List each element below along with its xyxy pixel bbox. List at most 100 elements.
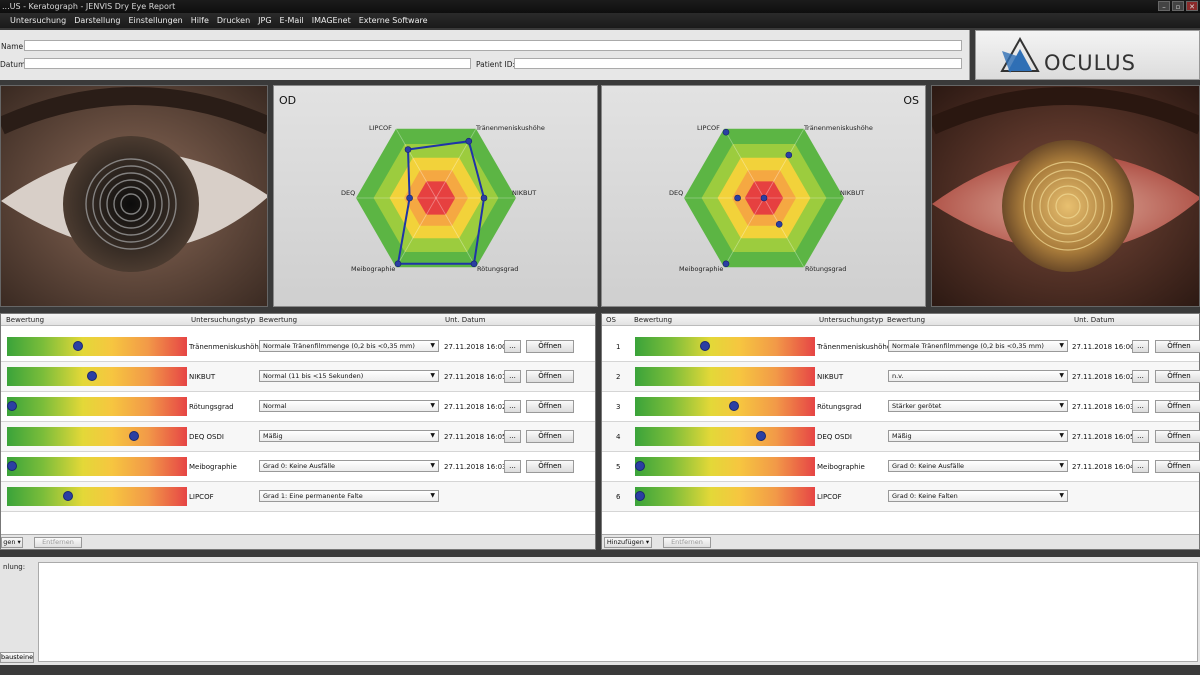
od-remove-button[interactable]: Entfernen: [34, 537, 82, 548]
od-table-footer: gen ▾ Entfernen: [1, 534, 595, 549]
od-add-button[interactable]: gen ▾: [1, 537, 23, 548]
chevron-down-icon: ▼: [1059, 402, 1064, 409]
menu-hilfe[interactable]: Hilfe: [190, 16, 209, 25]
od-rating-value: Normale Tränenfilmmenge (0,2 bis <0,35 m…: [263, 342, 415, 350]
os-rating-select[interactable]: Mäßig ▼: [888, 430, 1068, 442]
menu-email[interactable]: E-Mail: [279, 16, 304, 25]
od-eye-image: [0, 85, 268, 307]
od-open-button[interactable]: Öffnen: [526, 340, 574, 353]
menu-imagenet[interactable]: IMAGEnet: [311, 16, 351, 25]
os-rating-select[interactable]: Grad 0: Keine Ausfälle ▼: [888, 460, 1068, 472]
os-open-button[interactable]: Öffnen: [1155, 340, 1200, 353]
os-rating-select[interactable]: Stärker gerötet ▼: [888, 400, 1068, 412]
od-exam-date: 27.11.2018 16:02: [444, 403, 507, 411]
od-rating-value: Normal: [263, 402, 287, 410]
logo-panel: OCULUS: [975, 30, 1200, 80]
od-more-button[interactable]: ...: [504, 400, 521, 413]
od-score-gauge: [7, 367, 187, 386]
od-rating-select[interactable]: Grad 1: Eine permanente Falte ▼: [259, 490, 439, 502]
od-rating-select[interactable]: Normal ▼: [259, 400, 439, 412]
os-radar-spoke-1: [763, 128, 805, 199]
od-open-button[interactable]: Öffnen: [526, 400, 574, 413]
chevron-down-icon: ▼: [430, 462, 435, 469]
od-more-button[interactable]: ...: [504, 340, 521, 353]
os-rating-select[interactable]: Grad 0: Keine Falten ▼: [888, 490, 1068, 502]
od-rating-select[interactable]: Normale Tränenfilmmenge (0,2 bis <0,35 m…: [259, 340, 439, 352]
od-score-gauge: [7, 337, 187, 356]
os-more-button[interactable]: ...: [1132, 340, 1149, 353]
chevron-down-icon: ▼: [1059, 372, 1064, 379]
os-open-button[interactable]: Öffnen: [1155, 430, 1200, 443]
notes-textarea[interactable]: [38, 562, 1198, 662]
od-radar-title: OD: [279, 94, 297, 107]
os-radar-point-2: [760, 194, 768, 202]
os-more-button[interactable]: ...: [1132, 370, 1149, 383]
os-score-marker: [756, 431, 766, 441]
os-rating-value: Stärker gerötet: [892, 402, 942, 410]
menu-untersuchung[interactable]: Untersuchung: [10, 16, 67, 25]
chevron-down-icon: ▼: [430, 492, 435, 499]
menu-jpg[interactable]: JPG: [258, 16, 272, 25]
os-axis-nikbut: NIKBUT: [840, 189, 865, 197]
od-more-button[interactable]: ...: [504, 370, 521, 383]
os-rating-value: Normale Tränenfilmmenge (0,2 bis <0,35 m…: [892, 342, 1044, 350]
od-rating-value: Grad 1: Eine permanente Falte: [263, 492, 363, 500]
os-rating-select[interactable]: n.v. ▼: [888, 370, 1068, 382]
od-open-button[interactable]: Öffnen: [526, 460, 574, 473]
os-radar-point-3: [775, 221, 783, 228]
os-header-rating: Bewertung: [887, 316, 926, 324]
os-score-marker: [729, 401, 739, 411]
od-exam-type: NIKBUT: [189, 373, 216, 381]
od-radar-band-4: [416, 181, 456, 215]
menu-darstellung[interactable]: Darstellung: [74, 16, 121, 25]
os-exam-date: 27.11.2018 16:05: [1072, 433, 1135, 441]
os-score-marker: [700, 341, 710, 351]
text-modules-button[interactable]: bausteine: [0, 652, 34, 663]
os-row-number: 3: [616, 403, 621, 411]
os-more-button[interactable]: ...: [1132, 400, 1149, 413]
od-open-button[interactable]: Öffnen: [526, 430, 574, 443]
od-score-marker: [7, 401, 17, 411]
os-open-button[interactable]: Öffnen: [1155, 400, 1200, 413]
maximize-button[interactable]: ▫: [1172, 1, 1184, 11]
os-score-gauge: [635, 487, 815, 506]
os-open-button[interactable]: Öffnen: [1155, 460, 1200, 473]
menu-einstellungen[interactable]: Einstellungen: [128, 16, 183, 25]
os-open-button[interactable]: Öffnen: [1155, 370, 1200, 383]
od-header-date: Unt. Datum: [445, 316, 486, 324]
os-add-label: Hinzufügen: [606, 538, 644, 546]
name-field[interactable]: [24, 40, 962, 51]
od-table-row-1: NIKBUT Normal (11 bis <15 Sekunden) ▼ 27.11…: [1, 362, 595, 392]
od-more-button[interactable]: ...: [504, 430, 521, 443]
od-exam-type: Tränenmeniskushöhe: [189, 343, 264, 351]
oculus-logo-icon: [1000, 37, 1040, 73]
od-score-gauge: [7, 457, 187, 476]
menu-drucken[interactable]: Drucken: [216, 16, 251, 25]
os-score-gauge: [635, 337, 815, 356]
os-more-button[interactable]: ...: [1132, 460, 1149, 473]
menu-externe-software[interactable]: Externe Software: [358, 16, 428, 25]
os-table-row-0: 1 Tränenmeniskushöhe Normale Tränenfilmmen…: [602, 332, 1200, 362]
chevron-down-icon: ▼: [1059, 492, 1064, 499]
od-axis-deq: DEQ: [341, 189, 356, 197]
od-rating-select[interactable]: Grad 0: Keine Ausfälle ▼: [259, 460, 439, 472]
close-button[interactable]: ✕: [1186, 1, 1198, 11]
od-open-button[interactable]: Öffnen: [526, 370, 574, 383]
od-radar-point-5: [406, 194, 413, 202]
os-score-marker: [635, 491, 645, 501]
os-remove-button[interactable]: Entfernen: [663, 537, 711, 548]
os-more-button[interactable]: ...: [1132, 430, 1149, 443]
od-rating-select[interactable]: Normal (11 bis <15 Sekunden) ▼: [259, 370, 439, 382]
od-table-row-2: Rötungsgrad Normal ▼ 27.11.2018 16:02... Öff…: [1, 392, 595, 422]
od-score-marker: [7, 461, 17, 471]
os-add-button[interactable]: Hinzufügen ▾: [604, 537, 652, 548]
od-more-button[interactable]: ...: [504, 460, 521, 473]
patient-id-field[interactable]: [514, 58, 962, 69]
os-exam-type: DEQ OSDI: [817, 433, 852, 441]
date-field[interactable]: [24, 58, 471, 69]
od-rating-select[interactable]: Mäßig ▼: [259, 430, 439, 442]
minimize-button[interactable]: –: [1158, 1, 1170, 11]
os-rating-select[interactable]: Normale Tränenfilmmenge (0,2 bis <0,35 m…: [888, 340, 1068, 352]
os-header-score: Bewertung: [634, 316, 673, 324]
os-score-gauge: [635, 397, 815, 416]
